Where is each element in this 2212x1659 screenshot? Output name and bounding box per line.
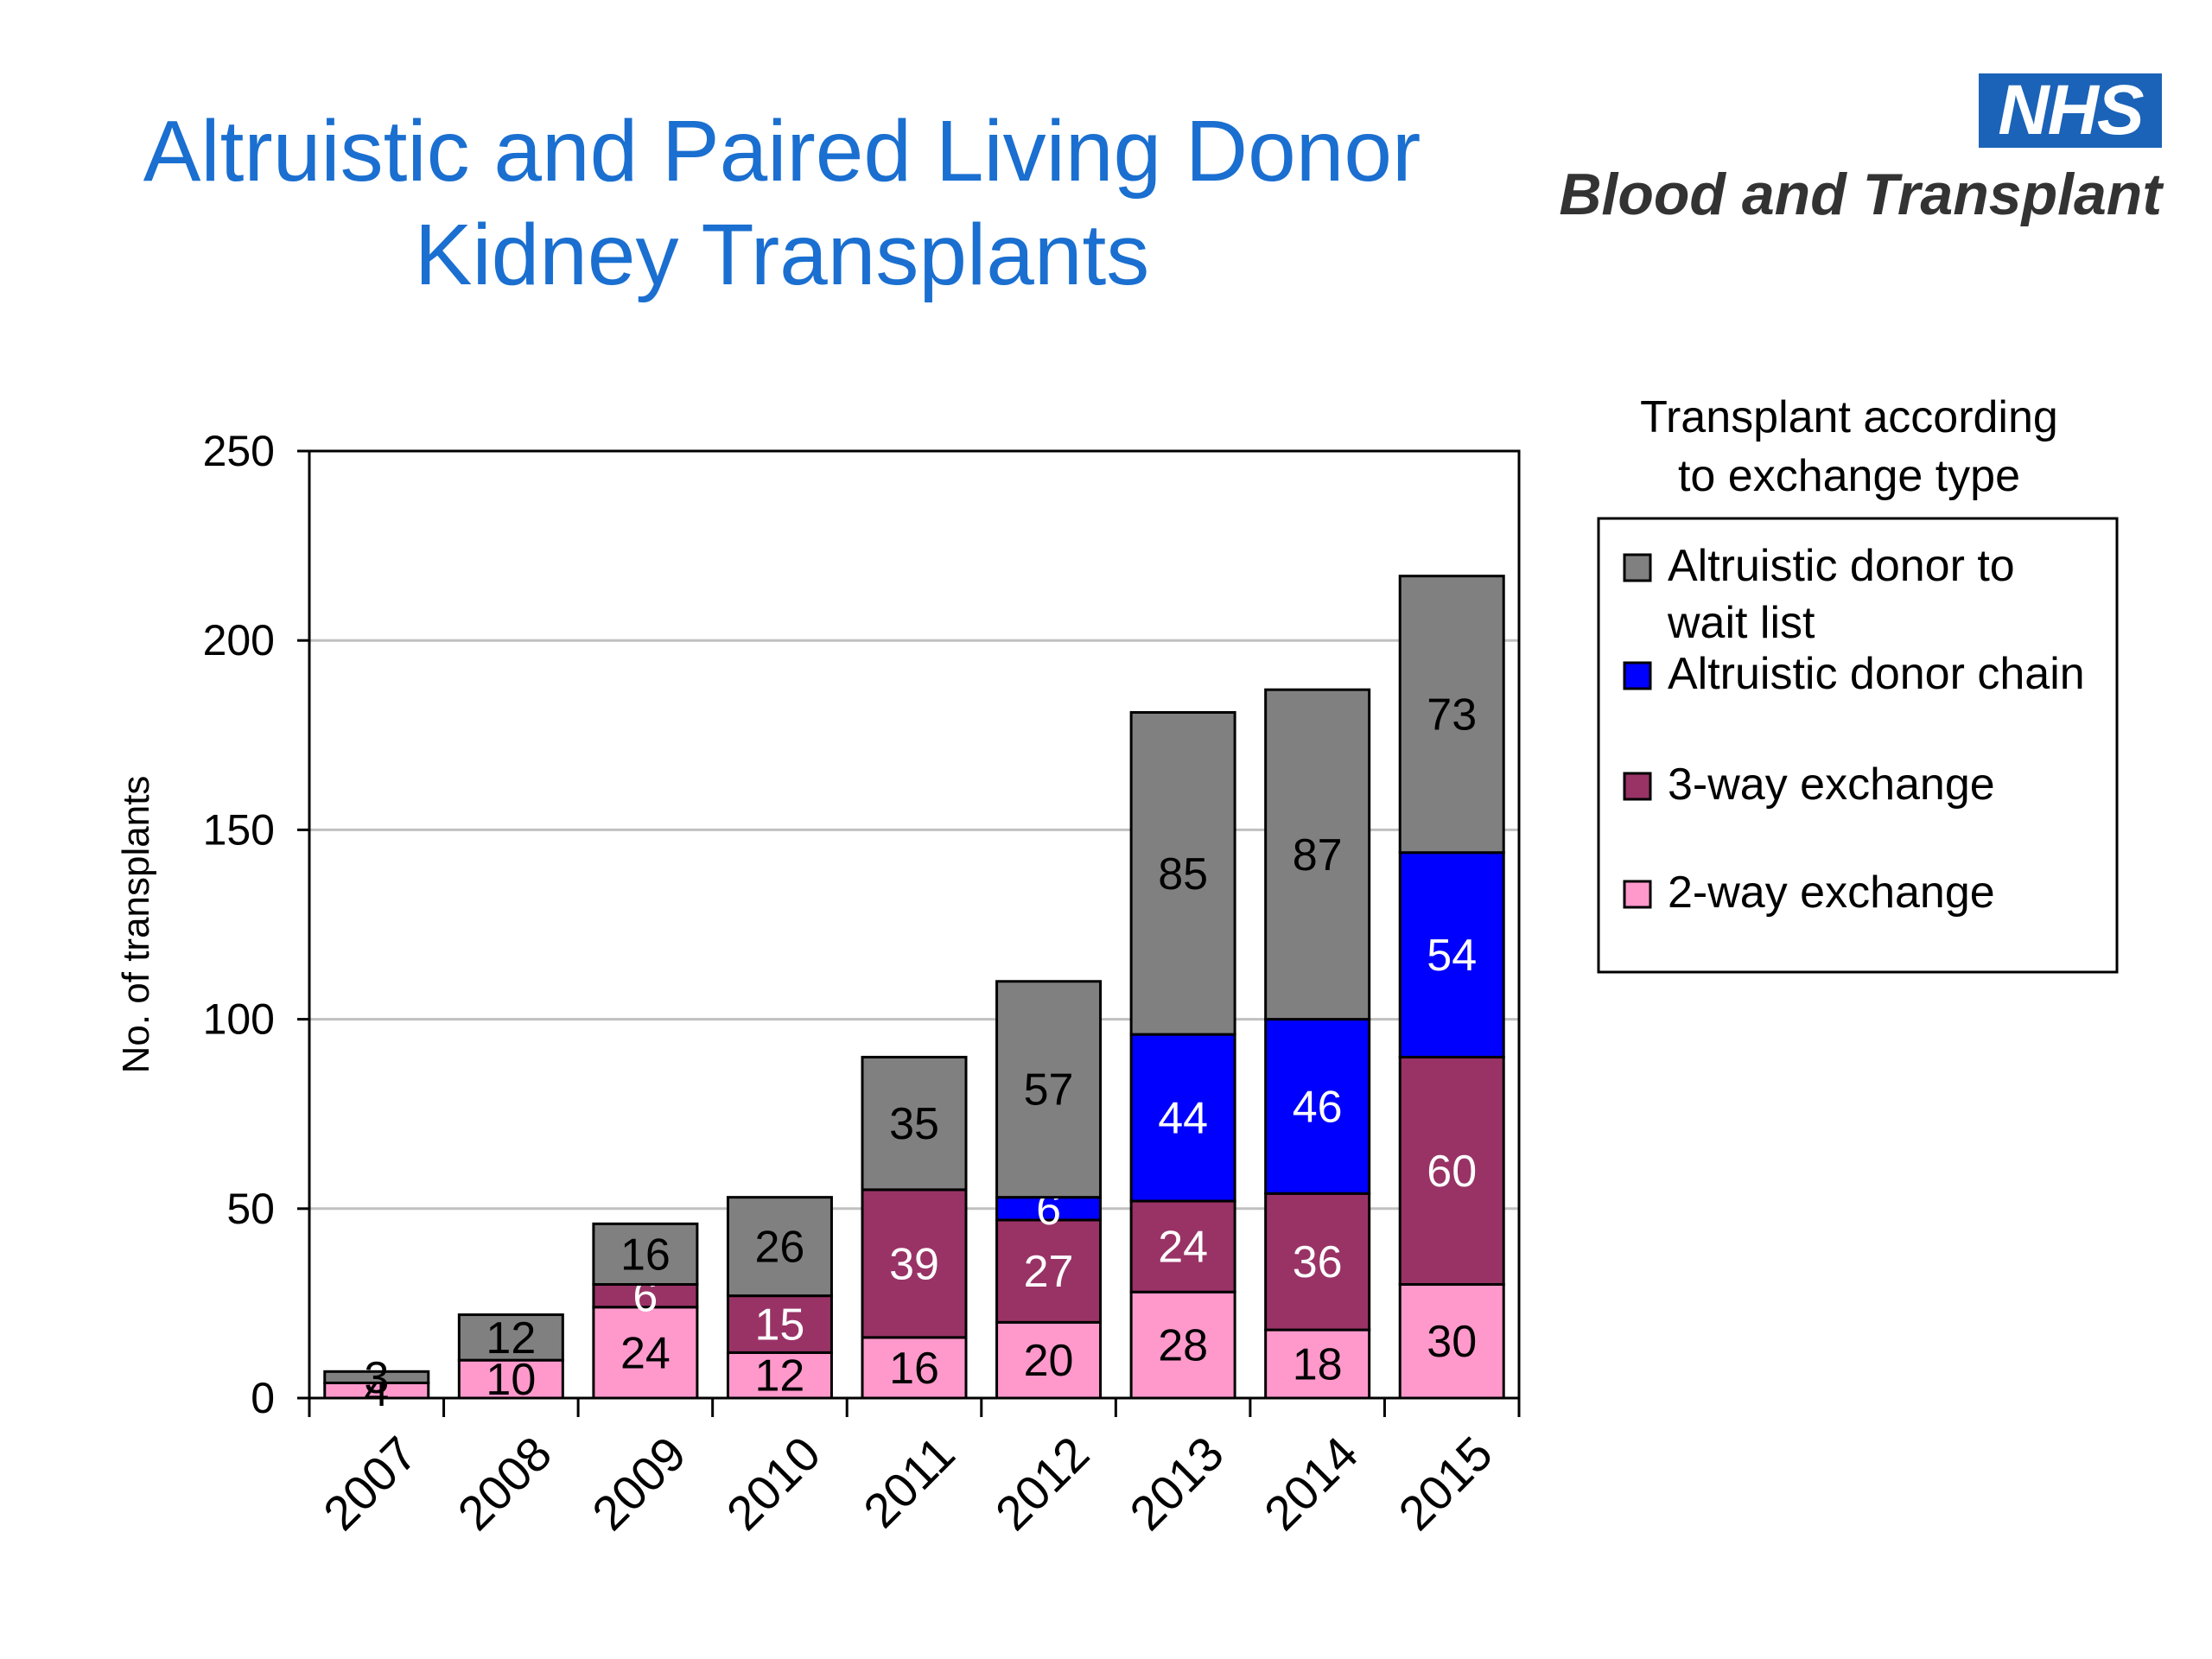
nhs-badge: NHS: [1979, 73, 2162, 148]
data-label: 39: [889, 1239, 939, 1289]
x-tick-label: 2010: [716, 1426, 831, 1541]
legend-swatch: [1623, 880, 1652, 909]
data-label: 27: [1024, 1247, 1074, 1297]
data-label: 12: [486, 1313, 536, 1363]
data-label: 16: [620, 1230, 671, 1280]
bar-segment: [726, 1196, 833, 1298]
data-label: 35: [889, 1099, 939, 1149]
y-axis-label: No. of transplants: [115, 776, 157, 1074]
bar-segment: [995, 1218, 1103, 1324]
bar-segment: [1264, 1018, 1371, 1195]
data-label: 16: [889, 1344, 939, 1394]
data-label: 44: [1158, 1094, 1208, 1144]
data-label: 36: [1293, 1237, 1343, 1287]
data-label: 28: [1158, 1321, 1208, 1371]
y-tick-label: 50: [226, 1185, 275, 1233]
data-label: 26: [755, 1223, 805, 1273]
data-label: 12: [755, 1351, 805, 1402]
legend-label: 2-way exchange: [1668, 868, 1995, 918]
data-label: 87: [1293, 830, 1343, 880]
bar-segment: [457, 1313, 564, 1362]
data-label: 24: [620, 1328, 671, 1378]
x-tick-label: 2013: [1119, 1426, 1234, 1541]
x-tick-label: 2009: [582, 1426, 696, 1541]
data-label: 20: [1024, 1336, 1074, 1386]
logo-org-name: Blood and Transplant: [1559, 162, 2162, 227]
bar-segment: [726, 1294, 833, 1354]
bar-segment: [1264, 688, 1371, 1021]
x-tick-label: 2011: [853, 1426, 965, 1538]
data-label: 30: [1427, 1317, 1477, 1367]
x-tick-label: 2014: [1254, 1426, 1369, 1541]
x-tick-label: 2015: [1388, 1426, 1503, 1541]
data-label: 3: [364, 1353, 389, 1403]
legend-title-line2: to exchange type: [1678, 451, 2020, 501]
bar-segment: [1264, 1192, 1371, 1332]
legend-box: [1597, 517, 2119, 974]
bar-segment: [995, 980, 1103, 1199]
nhs-blood-and-transplant-logo: NHS Blood and Transplant: [1521, 73, 2177, 229]
data-label: 73: [1427, 690, 1477, 741]
legend-swatch: [1623, 661, 1652, 690]
data-label: 24: [1158, 1223, 1208, 1273]
y-tick-label: 200: [203, 616, 275, 664]
bar-segment: [1398, 851, 1505, 1058]
y-tick-label: 100: [203, 995, 275, 1044]
data-label: 54: [1427, 931, 1477, 981]
data-label: 57: [1024, 1065, 1074, 1116]
x-axis: 2007 2008 2009 2010 2011 2012 2013 2014 2015: [308, 1398, 1521, 1541]
bar-segment: [592, 1222, 699, 1286]
slide-title-line1: Altruistic and Paired Living Donor: [143, 103, 1421, 200]
y-tick-label: 0: [251, 1374, 275, 1422]
bar-segment: [592, 1282, 699, 1309]
bar-segment: [995, 1320, 1103, 1400]
y-tick-label: 250: [203, 427, 275, 475]
y-tick-label: 150: [203, 805, 275, 854]
data-label: 85: [1158, 849, 1208, 899]
bar-segment: [861, 1055, 968, 1192]
data-label: 46: [1293, 1082, 1343, 1132]
bar-segment: [861, 1188, 968, 1339]
slide-title-line2: Kidney Transplants: [414, 207, 1150, 303]
bar-segment: [861, 1336, 968, 1400]
bar-segment: [1129, 710, 1236, 1036]
x-tick-label: 2012: [985, 1426, 1100, 1541]
bar-segment: [1398, 575, 1505, 855]
legend-label: Altruistic donor chain: [1668, 649, 2085, 699]
data-label: 15: [755, 1300, 805, 1351]
legend: Transplant according to exchange type Al…: [1597, 392, 2119, 974]
legend-swatch: [1623, 553, 1652, 582]
x-tick-label: 2007: [313, 1426, 428, 1541]
y-axis: 0 50 100 150 200 250: [203, 427, 309, 1422]
bar-segment: [1129, 1033, 1236, 1203]
legend-swatch: [1623, 772, 1652, 801]
legend-label: wait list: [1667, 598, 1815, 648]
bar-segment: [1129, 1290, 1236, 1400]
data-label: 18: [1293, 1340, 1343, 1390]
legend-title-line1: Transplant according: [1640, 392, 2058, 442]
data-label: 10: [486, 1355, 536, 1405]
legend-label: 3-way exchange: [1668, 760, 1995, 810]
bar-segment: [1264, 1328, 1371, 1400]
bar-segment: [323, 1370, 430, 1384]
bar-segment: [726, 1351, 833, 1400]
slide-title: Altruistic and Paired Living Donor Kidne…: [86, 99, 1478, 307]
data-label: 60: [1427, 1147, 1477, 1197]
bar-segment: [457, 1358, 564, 1400]
bar-segment: [1129, 1199, 1236, 1294]
x-tick-label: 2008: [447, 1426, 562, 1541]
legend-label: Altruistic donor to: [1668, 541, 2015, 591]
